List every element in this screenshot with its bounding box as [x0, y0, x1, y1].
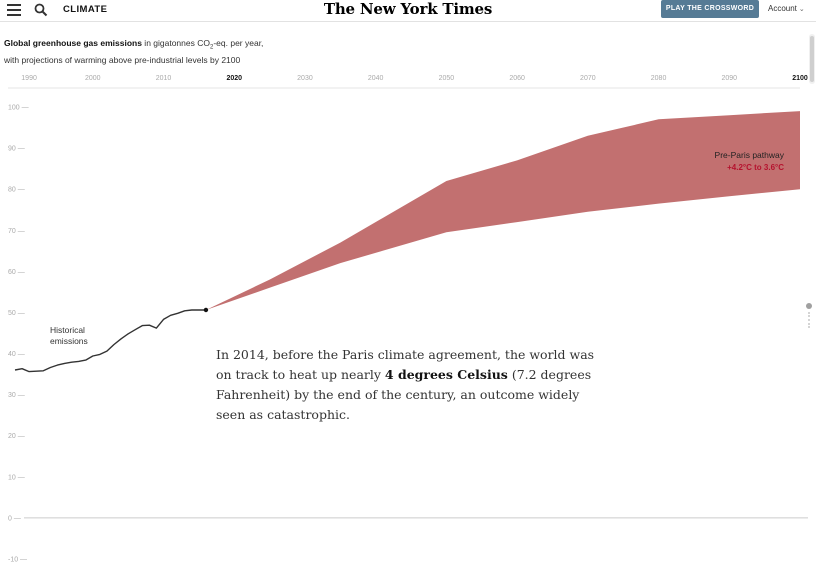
narrative-bold: 4 degrees Celsius	[384, 367, 508, 382]
scroll-progress-dot[interactable]	[806, 303, 812, 309]
historical-label-line1: Historical	[50, 325, 85, 335]
x-tick-label-1990: 1990	[21, 75, 37, 82]
projection-label-line2: +4.2°C to 3.6°C	[727, 163, 784, 172]
y-tick-label-70: 70 —	[8, 228, 25, 235]
y-tick-label-100: 100 —	[8, 105, 29, 112]
x-tick-label-2020: 2020	[226, 75, 242, 82]
x-tick-label-2050: 2050	[439, 75, 455, 82]
account-menu-button[interactable]: Account ⌄	[768, 4, 805, 13]
x-tick-label-2060: 2060	[509, 75, 525, 82]
x-tick-label-2070: 2070	[580, 75, 596, 82]
x-tick-label-2040: 2040	[368, 75, 384, 82]
x-tick-label-2010: 2010	[156, 75, 172, 82]
nyt-logo[interactable]: The New York Times	[323, 0, 493, 18]
y-tick-label-30: 30 —	[8, 392, 25, 399]
x-tick-label-2080: 2080	[651, 75, 667, 82]
play-crossword-button[interactable]: PLAY THE CROSSWORD	[661, 0, 759, 18]
y-tick-label-40: 40 —	[8, 351, 25, 358]
historical-endpoint-marker	[203, 307, 209, 313]
x-tick-label-2090: 2090	[721, 75, 737, 82]
projection-band-pre-paris	[205, 111, 800, 310]
account-label: Account	[768, 4, 797, 13]
chart-title-unit-a: in gigatonnes CO	[141, 38, 210, 48]
chart-title: Global greenhouse gas emissions in gigat…	[4, 37, 263, 54]
y-tick-label-90: 90 —	[8, 146, 25, 153]
narrative-part-2: (7.2 degrees Fahrenheit) by the end of t…	[216, 367, 592, 422]
y-tick-label-80: 80 —	[8, 187, 25, 194]
chart-subtitle: with projections of warming above pre-in…	[4, 54, 241, 65]
y-tick-label-50: 50 —	[8, 310, 25, 317]
y-tick-label--10: -10 —	[8, 557, 27, 564]
chevron-down-icon: ⌄	[798, 6, 805, 13]
chart-title-bold: Global greenhouse gas emissions	[4, 38, 142, 48]
y-tick-label-0: 0 —	[8, 515, 21, 522]
search-icon[interactable]	[34, 3, 48, 17]
narrative-text: In 2014, before the Paris climate agreem…	[216, 345, 608, 425]
historical-emissions-line	[14, 309, 206, 373]
x-tick-label-2030: 2030	[297, 75, 313, 82]
scroll-progress-track	[808, 312, 810, 328]
y-tick-label-10: 10 —	[8, 474, 25, 481]
chart-title-subscript: 2	[209, 44, 214, 51]
section-link-climate[interactable]: CLIMATE	[63, 4, 108, 15]
x-tick-label-2100: 2100	[792, 75, 808, 82]
projection-label-line1: Pre-Paris pathway	[715, 150, 785, 160]
scrollbar-thumb[interactable]	[810, 36, 814, 82]
x-tick-label-2000: 2000	[85, 75, 101, 82]
top-nav-bar: CLIMATE The New York Times PLAY THE CROS…	[0, 0, 816, 22]
chart-header: Global greenhouse gas emissions in gigat…	[4, 37, 263, 66]
historical-label-line2: emissions	[50, 336, 88, 346]
y-tick-label-60: 60 —	[8, 269, 25, 276]
hamburger-menu-icon[interactable]	[7, 4, 21, 16]
narrative-part-1: In 2014, before the Paris climate agreem…	[216, 347, 595, 382]
y-tick-label-20: 20 —	[8, 433, 25, 440]
chart-title-unit-b: -eq. per year,	[213, 38, 264, 48]
